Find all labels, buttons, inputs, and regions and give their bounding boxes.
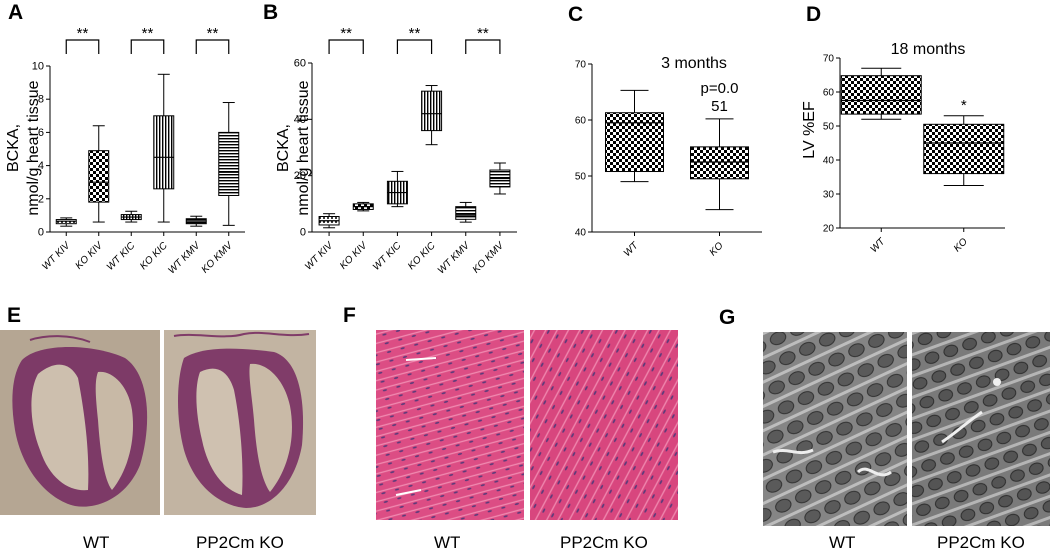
panel-letter-g: G	[719, 306, 736, 329]
y-tick-label-a: 2	[38, 193, 44, 205]
x-tick-label-a: KO KIC	[138, 240, 170, 272]
y-axis-label-b: BCKA,	[275, 124, 292, 172]
chart-c: 40 50 60 70 LV %EF 3 months WT KO p=0.051	[562, 55, 762, 259]
y-axis-label-c: LV %EF	[562, 119, 564, 177]
x-tick-label-b: KO KIC	[406, 240, 438, 272]
em-ko-image	[912, 332, 1050, 526]
x-tick-label-a: KO KMV	[200, 239, 236, 275]
y-tick-label-a: 10	[32, 61, 44, 73]
y-axis-label-b: nmol/g heart tissue	[295, 80, 312, 215]
y-tick-label-d: 50	[823, 122, 835, 133]
panel-letter-f: F	[343, 304, 356, 327]
annotation-d: *	[961, 97, 967, 114]
chart-title-d: 18 months	[891, 41, 966, 58]
y-tick-label-a: 0	[38, 227, 44, 239]
box-b	[421, 90, 443, 132]
box-a	[88, 150, 110, 203]
y-tick-label-d: 70	[823, 54, 835, 65]
y-tick-label-c: 70	[575, 60, 587, 71]
x-tick-label-b: WT KMV	[436, 239, 473, 276]
x-tick-label-a: WT KMV	[166, 239, 203, 276]
box-d	[923, 123, 1005, 175]
histology-ko-image	[530, 330, 678, 520]
significance-label: **	[340, 25, 352, 42]
x-tick-label-c: WT	[622, 240, 641, 259]
significance-bracket	[396, 39, 433, 54]
em-wt-image	[763, 332, 907, 526]
box-c	[605, 112, 664, 173]
y-axis-label-a: nmol/g heart tissue	[25, 80, 42, 215]
y-tick-label-c: 60	[575, 116, 587, 127]
caption-g-ko: PP2Cm KO	[937, 533, 1025, 552]
significance-bracket	[130, 39, 165, 54]
x-tick-label-c: KO	[708, 240, 726, 258]
significance-bracket	[465, 39, 501, 54]
caption-f-ko: PP2Cm KO	[560, 533, 648, 552]
y-tick-label-a: 8	[38, 94, 44, 106]
y-axis-label-a: BCKA,	[5, 124, 22, 172]
significance-label: **	[207, 25, 219, 42]
caption-e-ko: PP2Cm KO	[196, 533, 284, 552]
x-tick-label-b: WT KIV	[303, 239, 336, 272]
y-tick-label-d: 30	[823, 190, 835, 201]
x-tick-label-a: WT KIC	[105, 240, 138, 273]
x-tick-label-d: KO	[952, 236, 970, 254]
x-tick-label-a: KO KIV	[74, 239, 106, 271]
y-axis-label-d: LV %EF	[801, 101, 818, 159]
significance-bracket	[195, 39, 230, 54]
box-a	[218, 131, 240, 196]
y-tick-label-a: 4	[38, 160, 44, 172]
y-tick-label-b: 40	[294, 114, 306, 126]
y-tick-label-d: 40	[823, 156, 835, 167]
chart-d: 20 30 40 50 60 70 LV %EF 18 months WT KO *	[801, 41, 1005, 255]
panel-letter-b: B	[263, 1, 279, 24]
histology-wt-image	[376, 330, 524, 520]
panel-letter-a: A	[8, 1, 24, 24]
y-tick-label-d: 20	[823, 224, 835, 235]
caption-e-wt: WT	[83, 533, 110, 552]
caption-g-wt: WT	[829, 533, 856, 552]
y-tick-label-c: 40	[575, 228, 587, 239]
box-c	[690, 146, 749, 180]
significance-label: **	[477, 25, 489, 42]
y-tick-label-b: 60	[294, 58, 306, 70]
y-tick-label-b: 0	[300, 227, 306, 239]
y-tick-label-d: 60	[823, 88, 835, 99]
panel-letter-c: C	[568, 3, 584, 26]
significance-bracket	[328, 39, 364, 54]
box-b	[455, 206, 477, 220]
x-tick-label-b: WT KIC	[371, 240, 404, 273]
caption-f-wt: WT	[434, 533, 461, 552]
significance-bracket	[65, 39, 100, 54]
y-tick-label-b: 20	[294, 170, 306, 182]
annotation-c: p=0.0	[701, 80, 739, 97]
box-a	[153, 115, 175, 190]
heart-section-ko-image	[164, 330, 316, 515]
box-d	[840, 75, 922, 115]
annotation-c: 51	[711, 98, 728, 115]
y-tick-label-a: 6	[38, 127, 44, 139]
x-tick-label-d: WT	[869, 236, 888, 255]
panel-letter-e: E	[7, 304, 22, 327]
significance-label: **	[77, 25, 89, 42]
panel-letter-d: D	[806, 3, 822, 26]
x-tick-label-b: KO KMV	[471, 239, 507, 275]
x-tick-label-a: WT KIV	[40, 239, 73, 272]
significance-label: **	[142, 25, 154, 42]
heart-section-wt-image	[0, 330, 160, 515]
y-tick-label-c: 50	[575, 172, 587, 183]
significance-label: **	[409, 25, 421, 42]
x-tick-label-b: KO KIV	[338, 239, 370, 271]
chart-title-c: 3 months	[661, 55, 727, 72]
